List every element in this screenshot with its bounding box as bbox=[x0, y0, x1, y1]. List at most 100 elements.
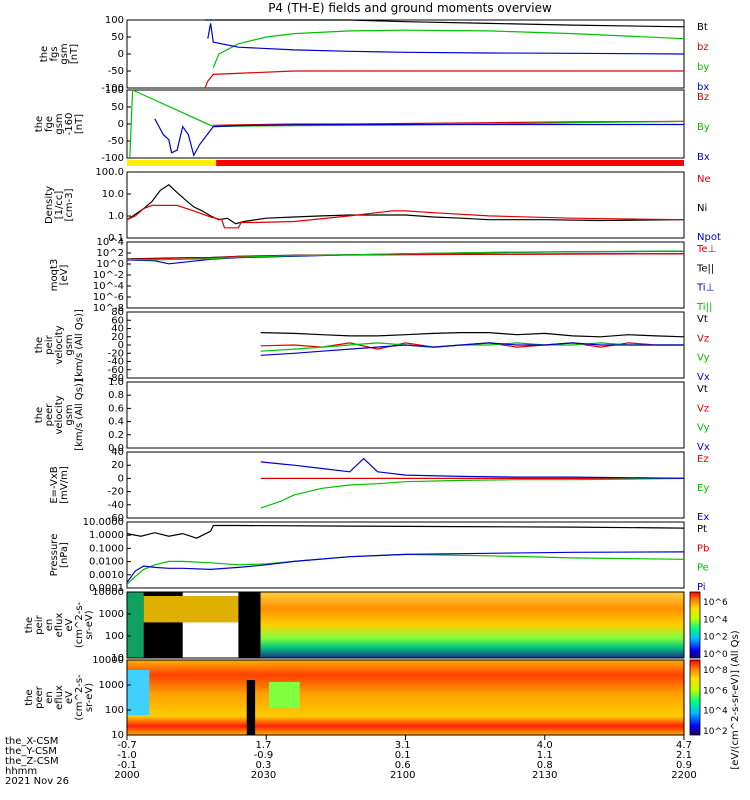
x-row-label-y-csm: the_Y-CSM bbox=[5, 746, 57, 757]
legend-bx: bx bbox=[697, 82, 709, 93]
panel-e-field: 40 20 0 -20 -40 -60 E=-VxB [mV/m] Ez Ey Ex bbox=[49, 447, 709, 524]
y-axis-label-line: the bbox=[34, 116, 45, 132]
x-tick-the_Z-CSM: 0.6 bbox=[395, 760, 411, 771]
panel-peer-velocity: 1.0 0.8 0.6 0.4 0.2 0.0 the peer velocity gsm [km/… bbox=[34, 377, 710, 454]
y-axis-label-line: [mV/m] bbox=[59, 466, 70, 504]
colorbars: 10^6 10^4 10^2 10^0 10^8 10^6 10^4 10^2 bbox=[689, 591, 728, 737]
y-tick-label: 80 bbox=[111, 307, 124, 318]
x-tick-the_Y-CSM: 1.1 bbox=[537, 750, 553, 761]
y-axis-label-line: fgs bbox=[49, 46, 60, 61]
y-axis-label-line: velocity bbox=[54, 325, 65, 364]
y-axis-label-line: eV bbox=[64, 618, 75, 631]
legend-Ne: Ne bbox=[697, 174, 711, 185]
legend-by: by bbox=[697, 62, 709, 73]
y-tick-label: -80 bbox=[108, 373, 124, 384]
series-Bz bbox=[213, 120, 685, 126]
y-tick-label: 10 bbox=[111, 653, 124, 664]
y-tick-label: 100 bbox=[105, 631, 124, 642]
y-axis-label-line: [nPa] bbox=[59, 542, 70, 568]
panel-frame bbox=[126, 171, 685, 239]
colorbar-tick: 10^4 bbox=[703, 707, 728, 717]
y-tick-label: 10^-4 bbox=[93, 281, 124, 292]
y-axis-label-line: peir bbox=[34, 614, 45, 634]
colorbar-peir-en-eflux bbox=[689, 591, 701, 659]
panel-peer-en-eflux: 10000 1000 100 10 the peer en eflux eV (cm^2-s-sr… bbox=[24, 655, 685, 741]
y-tick-label: 10 bbox=[111, 730, 124, 741]
y-tick-label: -50 bbox=[108, 136, 124, 147]
x-tick-the_Z-CSM: 0.3 bbox=[256, 760, 272, 771]
x-tick-the_X-CSM: 4.0 bbox=[537, 740, 553, 751]
date-label: 2021 Nov 26 bbox=[5, 776, 69, 787]
y-axis-label-line: [eV] bbox=[59, 265, 70, 286]
legend-Ex: Ex bbox=[697, 512, 709, 523]
colorbar-tick: 10^8 bbox=[703, 666, 728, 676]
legend-Bx: Bx bbox=[697, 152, 710, 163]
y-tick-label: -20 bbox=[108, 348, 124, 359]
y-tick-label: -100 bbox=[101, 83, 124, 94]
x-tick-the_Y-CSM: 0.1 bbox=[395, 750, 411, 761]
legend-Vz: Vz bbox=[697, 333, 709, 344]
y-tick-label: 10^-2 bbox=[93, 270, 124, 281]
spec-yellow-band bbox=[143, 596, 239, 623]
series-bz bbox=[204, 70, 684, 89]
y-tick-label: -40 bbox=[108, 500, 124, 511]
y-tick-label: -60 bbox=[108, 513, 124, 524]
y-axis-label-line: the bbox=[24, 617, 35, 633]
y-tick-label: 40 bbox=[111, 447, 124, 458]
y-tick-label: 0.0100 bbox=[89, 557, 124, 568]
x-tick-hhmm: 2200 bbox=[671, 770, 696, 781]
y-tick-label: 0.1000 bbox=[89, 543, 124, 554]
x-tick-hhmm: 2000 bbox=[114, 770, 139, 781]
legend-Vz: Vz bbox=[697, 403, 709, 414]
y-tick-label: -60 bbox=[108, 365, 124, 376]
y-tick-label: 0 bbox=[118, 340, 124, 351]
y-axis-label-line: [nT] bbox=[74, 114, 85, 134]
y-axis-label-line: en bbox=[44, 691, 55, 704]
y-tick-label: 40 bbox=[111, 324, 124, 335]
y-tick-label: 0.0010 bbox=[89, 570, 124, 581]
y-axis-label-line: -160 bbox=[64, 113, 75, 136]
y-axis-label-line: the bbox=[39, 46, 50, 62]
y-tick-label: 0.0 bbox=[108, 443, 124, 454]
legend-Bz: Bz bbox=[697, 92, 709, 103]
panel-mode-bar bbox=[127, 160, 684, 166]
x-tick-hhmm: 2100 bbox=[390, 770, 415, 781]
y-tick-label: 50 bbox=[111, 32, 124, 43]
legend-Ni: Ni bbox=[697, 203, 707, 214]
series-bx bbox=[207, 23, 685, 55]
y-axis-label-line: en bbox=[44, 619, 55, 632]
legend-Pe: Pe bbox=[697, 563, 709, 574]
y-axis-label-line: peer bbox=[34, 685, 45, 709]
y-tick-label: 0 bbox=[118, 119, 124, 130]
figure-title: P4 (TH-E) fields and ground moments over… bbox=[268, 1, 552, 15]
series-Ti|| bbox=[126, 250, 685, 261]
series-Ne bbox=[126, 204, 685, 229]
panel-frame bbox=[126, 591, 685, 659]
series-Pe bbox=[126, 553, 685, 585]
x-axis-annotation: the_X-CSM the_Y-CSM the_Z-CSM hhmm 2021 … bbox=[5, 735, 697, 787]
y-axis-label-line: the bbox=[34, 407, 45, 423]
series-Vx bbox=[260, 342, 684, 356]
legend-Ti||: Ti|| bbox=[696, 302, 712, 313]
colorbar-tick: 10^2 bbox=[703, 727, 728, 737]
x-tick-the_X-CSM: -0.7 bbox=[117, 740, 137, 751]
x-tick-the_Z-CSM: 0.8 bbox=[537, 760, 553, 771]
y-axis-label-line: sr-eV) bbox=[84, 683, 95, 712]
colorbar-peer-en-eflux bbox=[689, 659, 701, 736]
x-tick-the_X-CSM: 3.1 bbox=[395, 740, 411, 751]
spec-main bbox=[260, 592, 684, 658]
series-By bbox=[129, 89, 685, 159]
legend-Te||: Te|| bbox=[696, 263, 714, 274]
y-axis-label-line: gsm bbox=[64, 334, 75, 355]
panel-peir-en-eflux: 10000 1000 100 10 the peir en eflux eV (cm^2-s-sr… bbox=[24, 587, 685, 664]
y-tick-label: 20 bbox=[111, 460, 124, 471]
spec-gap bbox=[246, 680, 256, 735]
y-tick-label: 100 bbox=[105, 85, 124, 96]
y-tick-label: 10.0000 bbox=[83, 517, 124, 528]
colorbar-tick: 10^6 bbox=[703, 598, 728, 608]
legend-Vx: Vx bbox=[697, 442, 710, 453]
mode-segment-1 bbox=[216, 160, 684, 166]
y-axis-label-line: (cm^2-s- bbox=[74, 601, 85, 648]
spec-green-blob bbox=[269, 682, 300, 709]
y-tick-label: 100.0 bbox=[95, 167, 124, 178]
